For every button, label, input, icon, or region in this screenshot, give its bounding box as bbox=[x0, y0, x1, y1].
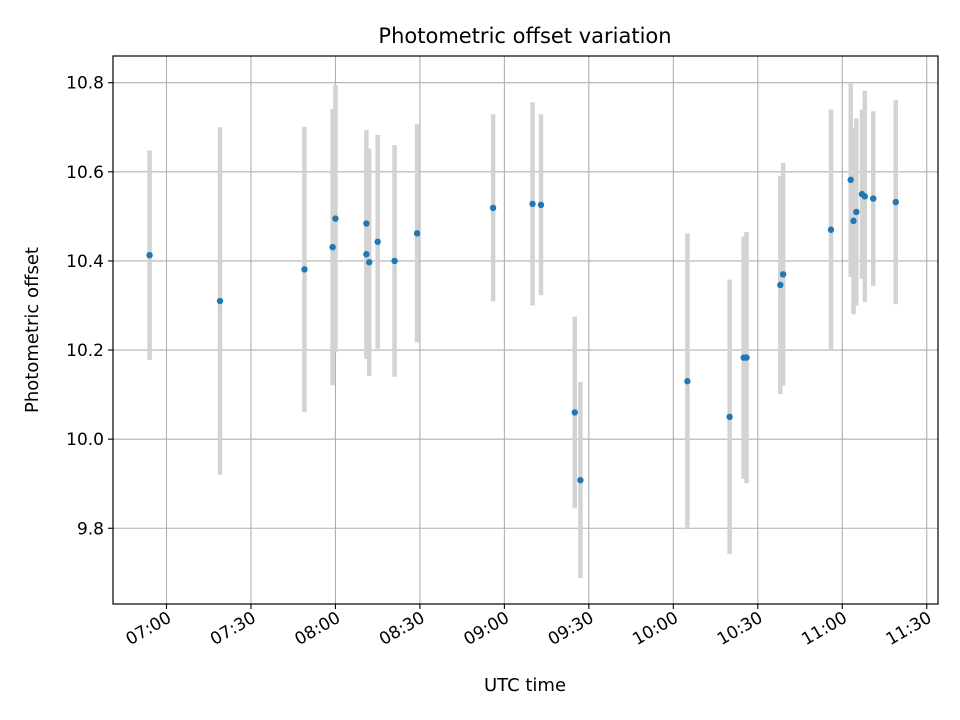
grid bbox=[113, 56, 938, 604]
data-point bbox=[577, 476, 584, 484]
y-tick-label: 10.4 bbox=[66, 252, 104, 272]
data-point bbox=[571, 409, 578, 416]
y-tick-label: 10.2 bbox=[66, 341, 104, 361]
y-tick-label: 10.0 bbox=[66, 430, 104, 450]
data-point bbox=[743, 354, 750, 361]
data-point bbox=[861, 193, 868, 200]
data-point bbox=[216, 297, 224, 305]
data-point bbox=[850, 217, 857, 225]
data-point bbox=[363, 220, 370, 227]
plot-frame bbox=[112, 55, 939, 605]
chart-title: Photometric offset variation bbox=[378, 24, 671, 48]
data-point bbox=[366, 259, 373, 266]
data-point bbox=[413, 230, 421, 237]
data-point bbox=[332, 215, 339, 222]
data-point bbox=[827, 226, 835, 233]
data-point bbox=[870, 195, 877, 202]
y-ticks: 9.8 10.0 10.2 10.4 10.6 10.8 bbox=[66, 74, 113, 539]
data-point bbox=[847, 176, 854, 184]
data-point bbox=[374, 238, 381, 245]
data-point bbox=[726, 413, 733, 421]
data-point bbox=[853, 208, 860, 216]
data-point bbox=[537, 201, 545, 209]
data-point bbox=[529, 200, 536, 208]
y-tick-label: 10.8 bbox=[66, 74, 104, 94]
data-point bbox=[777, 281, 784, 289]
data-point bbox=[363, 251, 370, 258]
data-point bbox=[779, 271, 787, 278]
data-points bbox=[146, 176, 899, 484]
y-tick-label: 10.6 bbox=[66, 163, 104, 183]
y-tick-label: 9.8 bbox=[77, 519, 104, 539]
x-axis-label: UTC time bbox=[484, 675, 566, 696]
data-point bbox=[684, 378, 691, 385]
data-point bbox=[892, 198, 899, 206]
data-point bbox=[489, 204, 497, 212]
data-point bbox=[391, 257, 398, 265]
data-point bbox=[146, 251, 153, 259]
y-axis-label: Photometric offset bbox=[22, 247, 43, 413]
data-point bbox=[301, 266, 308, 273]
data-point bbox=[329, 243, 336, 251]
